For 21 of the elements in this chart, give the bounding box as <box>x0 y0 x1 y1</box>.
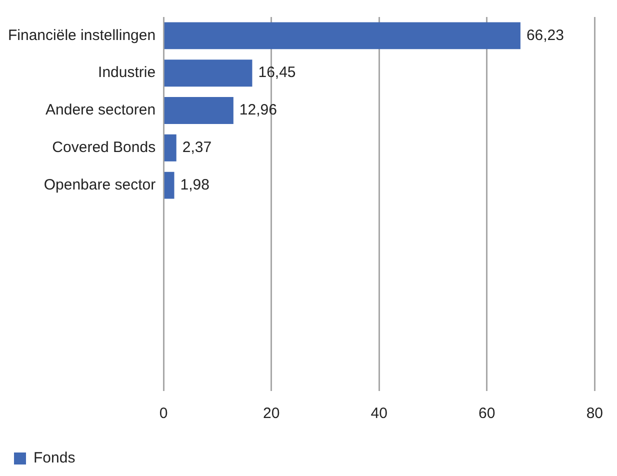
text: 16,45 <box>258 64 296 82</box>
y-tick-label: Openbare sector <box>44 176 156 194</box>
bar <box>164 22 520 50</box>
text: 2,37 <box>182 139 212 156</box>
y-tick-label: Covered Bonds <box>52 139 156 156</box>
x-tick-label: 60 <box>478 405 496 422</box>
text: 12,96 <box>239 102 277 119</box>
legend-label: Fonds <box>34 450 76 467</box>
y-tick-label: Financiële instellingen <box>8 26 156 44</box>
x-tick-label: 80 <box>586 405 603 422</box>
x-tick-label: 20 <box>263 405 280 422</box>
bar <box>164 134 176 162</box>
bar <box>164 97 234 124</box>
text: 66,23 <box>526 26 564 44</box>
bar <box>164 172 174 199</box>
x-tick-label: 0 <box>159 405 168 422</box>
bar <box>164 60 252 87</box>
text: 1,98 <box>180 176 210 194</box>
y-tick-label: Andere sectoren <box>46 102 156 119</box>
x-tick-label: 40 <box>370 405 388 422</box>
y-tick-label: Industrie <box>98 64 156 82</box>
